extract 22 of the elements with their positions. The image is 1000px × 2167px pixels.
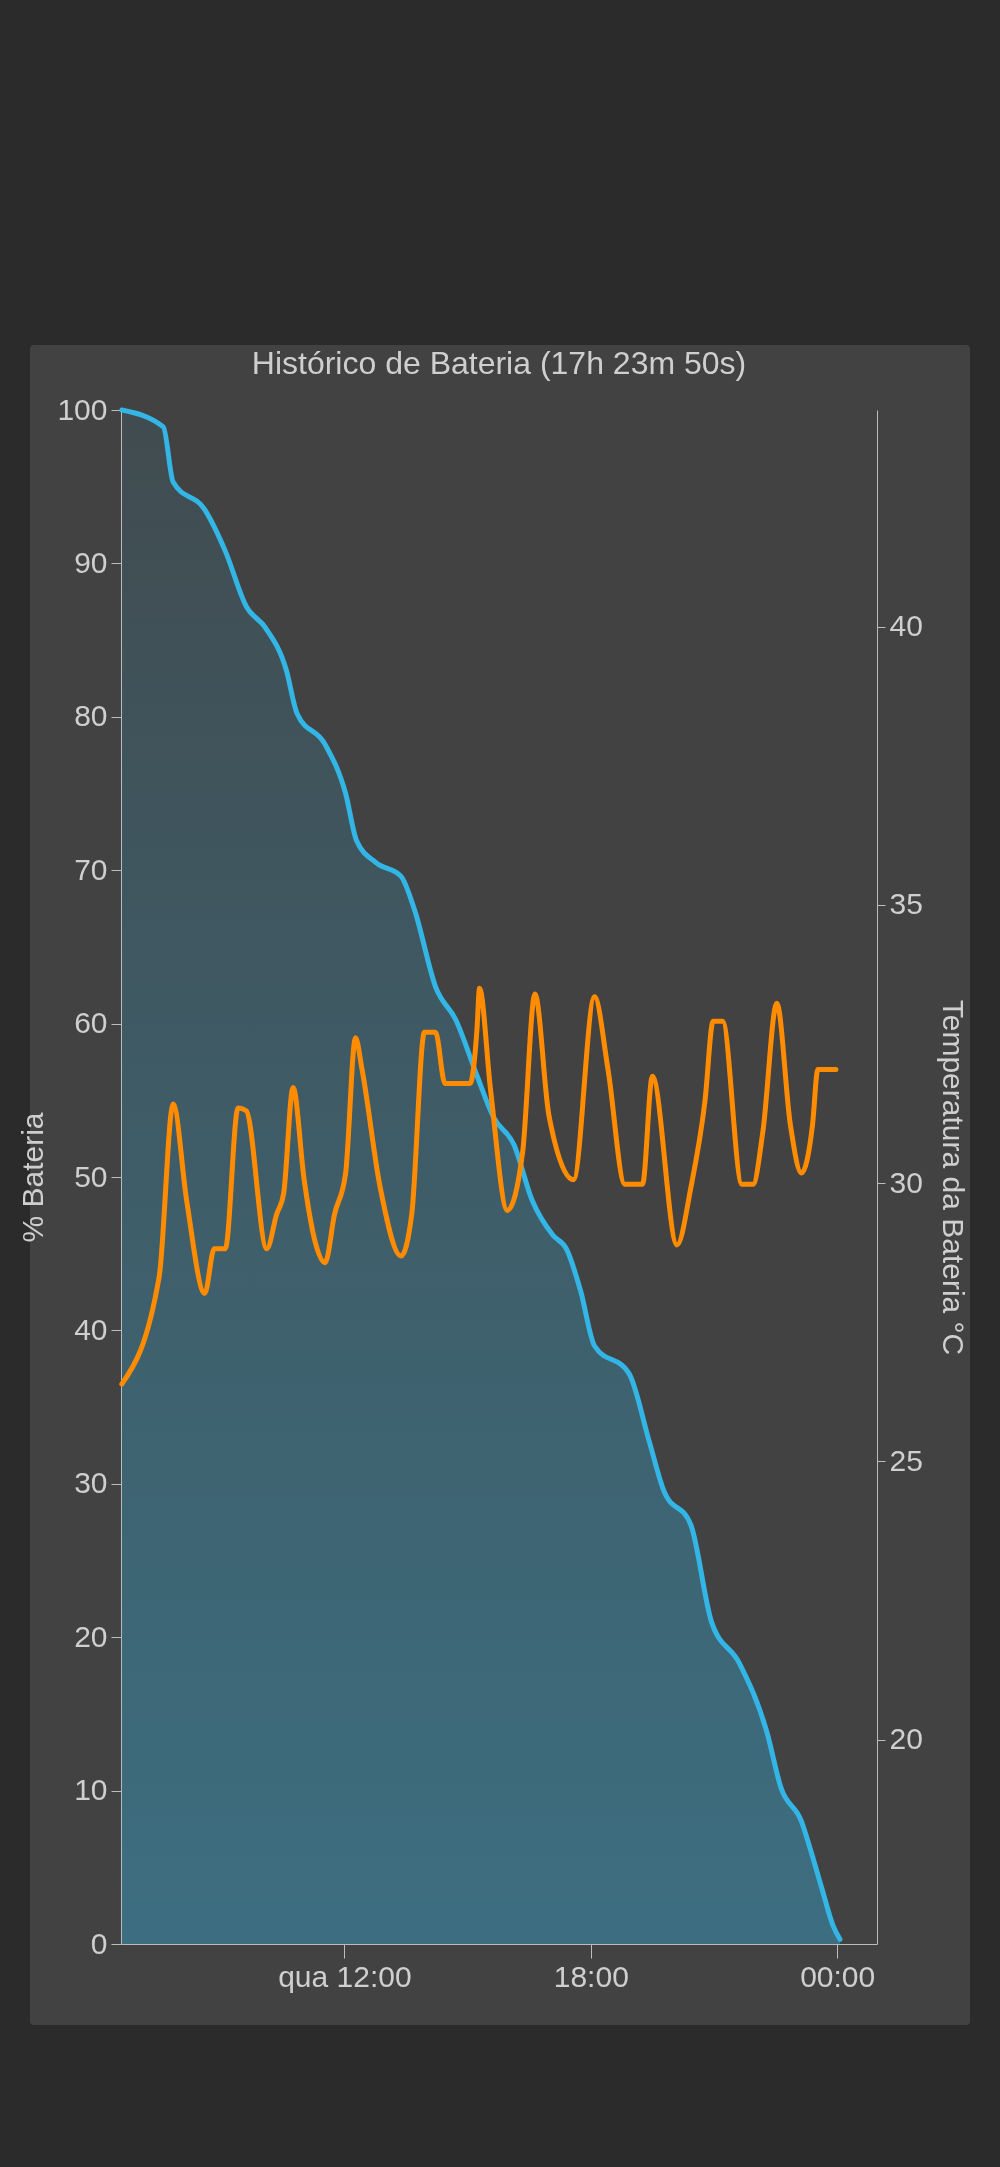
y2-axis-title: Temperatura da Bateria °C [936,999,970,1356]
y-tick-label: 60 [74,1006,108,1040]
y2-tick-label: 40 [889,609,923,643]
y-tick-label: 30 [74,1466,108,1500]
y2-tick-label: 25 [889,1443,923,1477]
y-tick-label: 80 [74,699,108,733]
y-axis-title: % Bateria [16,1112,50,1243]
y-tick-label: 50 [74,1159,108,1193]
x-tick-label: 18:00 [553,1959,629,1993]
y2-tick-label: 30 [889,1165,923,1199]
x-tick-label: 00:00 [800,1959,876,1993]
y-tick-label: 20 [74,1619,108,1653]
y-tick-label: 70 [74,852,108,886]
y2-tick-label: 35 [889,887,923,921]
x-tick-label: qua 12:00 [278,1959,412,1993]
y2-tick-label: 20 [889,1722,923,1756]
y-tick-label: 0 [90,1926,108,1960]
y-tick-label: 40 [74,1312,108,1346]
chart-title: Histórico de Bateria (17h 23m 50s) [251,345,747,381]
y-tick-label: 90 [74,545,108,579]
y-tick-label: 10 [74,1773,108,1807]
y-tick-label: 100 [57,392,108,426]
